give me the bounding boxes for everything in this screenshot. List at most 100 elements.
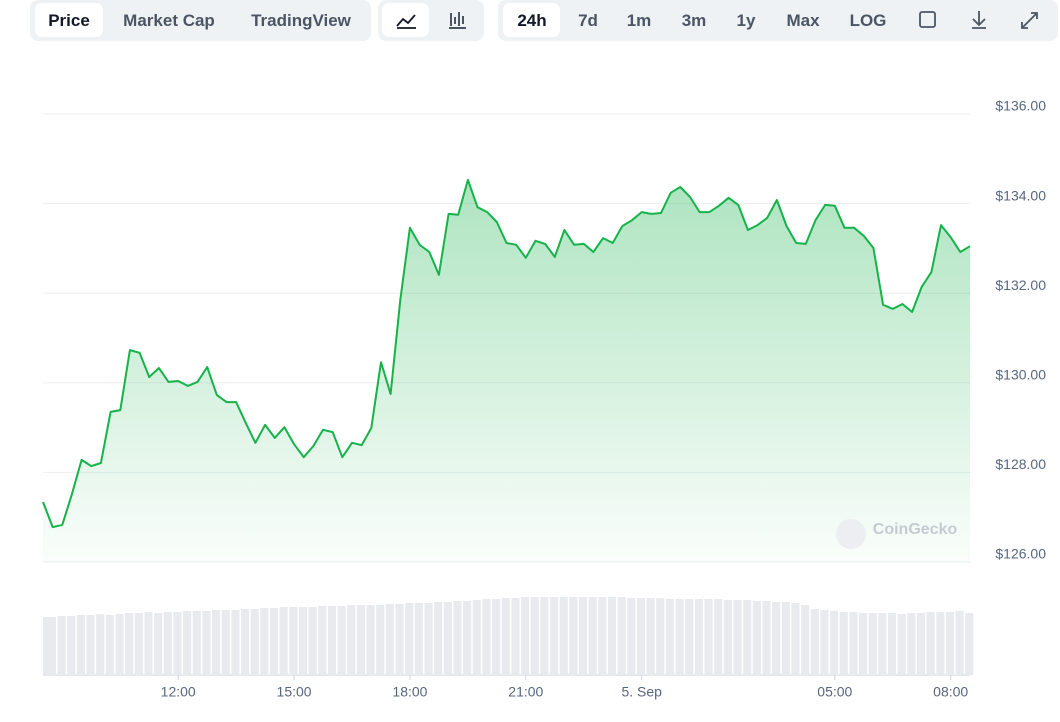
- volume-bar: [646, 598, 655, 675]
- volume-bar: [192, 611, 201, 675]
- volume-bar: [675, 599, 684, 675]
- active-tab: [35, 3, 103, 37]
- view-group: [30, 0, 371, 41]
- volume-bar: [501, 598, 510, 675]
- volume-bar: [781, 602, 790, 675]
- volume-bar: [965, 613, 974, 675]
- x-tick-label: 08:00: [933, 684, 968, 700]
- x-tick-label: 15:00: [277, 684, 312, 700]
- range-tab[interactable]: 24h: [517, 11, 546, 30]
- line-chart-icon[interactable]: [396, 14, 416, 29]
- volume-bar: [144, 612, 153, 675]
- volume-bar: [154, 613, 163, 675]
- volume-bar: [839, 612, 848, 675]
- view-tab[interactable]: Price: [48, 11, 90, 30]
- y-tick-label: $134.00: [995, 187, 1046, 203]
- volume-bar: [202, 611, 211, 675]
- volume-bar: [347, 605, 356, 675]
- volume-bar: [173, 612, 182, 675]
- volume-bar: [627, 598, 636, 675]
- volume-bar: [897, 614, 906, 675]
- watermark-logo: [836, 519, 866, 549]
- y-tick-label: $132.00: [995, 277, 1046, 293]
- volume-bar: [791, 603, 800, 675]
- volume-bar: [443, 602, 452, 675]
- volume-bar: [463, 601, 472, 675]
- volume-bar: [762, 601, 771, 675]
- volume-bar: [752, 601, 761, 675]
- price-line: [42, 178, 971, 529]
- y-tick-label: $128.00: [995, 456, 1046, 472]
- x-tick-label: 18:00: [392, 684, 427, 700]
- volume-bar: [849, 612, 858, 675]
- volume-bar: [559, 597, 568, 675]
- volume-bar: [656, 598, 665, 675]
- download-icon[interactable]: [972, 11, 986, 29]
- volume-bar: [511, 598, 520, 675]
- toolbar: Price Market Cap TradingView 24h 7d 1m 3m 1y Max…: [30, 0, 1058, 41]
- volume-bar: [945, 612, 955, 675]
- volume-bar: [810, 609, 819, 675]
- volume-bar: [801, 605, 810, 675]
- range-tab[interactable]: 3m: [682, 11, 707, 30]
- range-tab[interactable]: LOG: [850, 11, 887, 30]
- range-tab[interactable]: 1y: [737, 11, 756, 30]
- candle-chart-icon[interactable]: [449, 12, 466, 29]
- volume-bar: [772, 602, 781, 675]
- volume-bar: [376, 605, 385, 675]
- volume-bar: [289, 607, 298, 675]
- volume-bar: [492, 599, 501, 675]
- volume-bar: [212, 610, 221, 675]
- volume-bar: [569, 597, 578, 675]
- volume-bar: [588, 597, 597, 675]
- view-tab[interactable]: Market Cap: [123, 11, 215, 30]
- volume-bar: [86, 615, 95, 675]
- active-tab: [503, 3, 560, 37]
- volume-bar: [424, 603, 433, 675]
- x-tick-label: 05:00: [817, 684, 852, 700]
- fullscreen-icon[interactable]: [1021, 12, 1038, 29]
- watermark: CoinGecko: [873, 521, 958, 538]
- volume-bar: [714, 599, 723, 675]
- volume-bar: [578, 597, 588, 675]
- volume-bar: [453, 601, 462, 675]
- volume-bar: [163, 612, 172, 675]
- volume-bar: [916, 613, 926, 675]
- volume-bar: [327, 606, 337, 675]
- volume-bar: [67, 616, 76, 675]
- volume-bar: [395, 604, 404, 675]
- volume-bar: [704, 599, 713, 675]
- volume-bar: [57, 616, 66, 675]
- range-group: [498, 0, 1058, 41]
- volume-bar: [665, 599, 675, 675]
- volume-bar: [414, 603, 423, 675]
- volume-bar: [105, 615, 114, 675]
- volume-bar: [115, 614, 124, 675]
- view-tab[interactable]: TradingView: [251, 11, 352, 30]
- volume-bar: [540, 597, 549, 675]
- volume-bar: [231, 610, 240, 675]
- volume-bar: [260, 608, 269, 675]
- volume-bar: [250, 609, 259, 675]
- x-tick-label: 21:00: [508, 684, 543, 700]
- price-area: [43, 179, 970, 562]
- volume-bar: [878, 613, 887, 675]
- range-tab[interactable]: Max: [786, 11, 820, 30]
- volume-bar: [318, 606, 327, 675]
- volume-bar: [43, 617, 52, 675]
- volume-bar: [955, 611, 964, 675]
- range-tab[interactable]: 7d: [578, 11, 598, 30]
- volume-bar: [521, 597, 530, 675]
- volume-bar: [125, 613, 134, 675]
- volume-bar: [926, 612, 935, 675]
- volume-bar: [96, 614, 105, 675]
- range-tab[interactable]: 1m: [627, 11, 652, 30]
- x-tick-label: 12:00: [161, 684, 196, 700]
- volume-bar: [183, 611, 192, 675]
- volume-bar: [723, 600, 732, 675]
- volume-bar: [482, 599, 491, 675]
- volume-bar: [221, 610, 230, 675]
- calendar-icon[interactable]: [919, 11, 936, 28]
- volume-bar: [694, 599, 703, 675]
